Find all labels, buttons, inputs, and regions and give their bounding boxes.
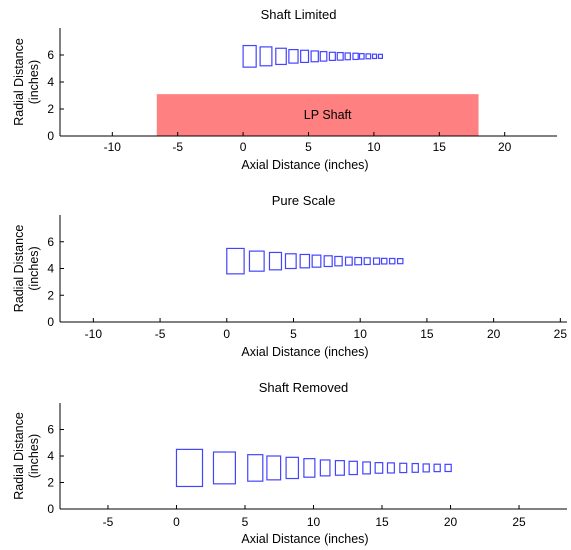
blade-stage-box <box>323 255 333 268</box>
blade-stage-box <box>348 460 358 476</box>
y-tick-label: 0 <box>47 315 54 329</box>
blade-stage-box <box>344 256 353 266</box>
x-tick-label: 20 <box>498 140 512 154</box>
x-axis-label: Axial Distance (inches) <box>241 158 368 172</box>
blade-stage-box <box>288 48 299 64</box>
y-axis-label-line1: Radial Distance <box>12 225 26 313</box>
blade-stage-box <box>365 53 372 60</box>
blade-stage-box <box>226 247 245 275</box>
x-tick-label: 5 <box>305 140 312 154</box>
y-tick-label: 6 <box>47 48 54 62</box>
blade-stage-box <box>319 459 331 477</box>
y-tick-label: 2 <box>47 102 54 116</box>
y-tick-label: 0 <box>47 502 54 516</box>
blade-stage-box <box>334 255 343 267</box>
x-tick-label: 5 <box>290 327 297 341</box>
x-tick-label: 0 <box>240 140 247 154</box>
x-tick-label: -10 <box>104 140 122 154</box>
blade-stage-box <box>352 52 359 61</box>
x-tick-label: 15 <box>433 140 447 154</box>
blade-stage-box <box>411 462 419 473</box>
x-tick-label: 15 <box>420 327 434 341</box>
y-tick-label: 6 <box>47 423 54 437</box>
x-tick-label: -5 <box>155 327 166 341</box>
blade-stage-box <box>310 50 319 63</box>
chart-title: Shaft Limited <box>261 7 337 22</box>
blade-stage-box <box>371 53 378 60</box>
lp-shaft-label: LP Shaft <box>304 108 352 122</box>
blade-stage-box <box>372 257 381 265</box>
blade-stage-box <box>248 250 265 272</box>
blade-stage-box <box>396 258 404 265</box>
blade-stage-box <box>284 253 297 270</box>
blade-stage-box <box>259 46 273 67</box>
y-tick-label: 4 <box>47 449 54 463</box>
y-tick-label: 2 <box>47 288 54 302</box>
y-axis-label-line2: (inches) <box>27 434 41 478</box>
blade-stage-box <box>433 463 441 473</box>
x-tick-label: 20 <box>487 327 501 341</box>
blade-stage-box <box>363 257 371 266</box>
y-tick-label: 0 <box>47 129 54 143</box>
blade-stage-box <box>285 456 300 480</box>
y-axis-label-line2: (inches) <box>27 60 41 104</box>
x-tick-label: -5 <box>103 515 114 529</box>
blade-stage-box <box>344 52 351 61</box>
x-tick-label: 5 <box>242 515 249 529</box>
blade-stage-box <box>275 47 287 66</box>
x-tick-label: 25 <box>554 327 568 341</box>
y-axis-label-line1: Radial Distance <box>12 412 26 500</box>
chart-title: Pure Scale <box>272 193 336 208</box>
x-tick-label: 0 <box>173 515 180 529</box>
lp-shaft-bar <box>156 94 479 136</box>
chart-title: Shaft Removed <box>259 380 349 395</box>
x-tick-label: 20 <box>444 515 458 529</box>
blade-stage-box <box>328 51 336 61</box>
x-tick-label: 0 <box>223 327 230 341</box>
blade-stage-box <box>212 451 236 485</box>
blade-stage-box <box>362 461 371 475</box>
x-axis-label: Axial Distance (inches) <box>241 532 368 546</box>
y-axis-label-line1: Radial Distance <box>12 38 26 126</box>
blade-stage-box <box>374 462 384 474</box>
blade-stage-box <box>175 448 204 488</box>
blade-stage-box <box>422 463 430 473</box>
y-tick-label: 2 <box>47 476 54 490</box>
blade-stage-box <box>266 455 282 481</box>
x-tick-label: 15 <box>375 515 389 529</box>
x-tick-label: -10 <box>85 327 103 341</box>
x-tick-label: 10 <box>354 327 368 341</box>
x-axis-label: Axial Distance (inches) <box>241 345 368 359</box>
blade-stage-box <box>300 49 310 64</box>
blade-stage-box <box>386 462 395 474</box>
blade-stage-box <box>303 458 316 478</box>
blade-stage-box <box>247 454 264 482</box>
blade-stage-box <box>299 253 311 269</box>
blade-stage-box <box>377 53 383 59</box>
y-tick-label: 4 <box>47 262 54 276</box>
x-tick-label: 25 <box>512 515 526 529</box>
y-tick-label: 6 <box>47 235 54 249</box>
y-tick-label: 4 <box>47 75 54 89</box>
blade-stage-box <box>388 257 396 265</box>
x-tick-label: -5 <box>172 140 183 154</box>
blade-stage-box <box>311 254 322 268</box>
blade-stage-box <box>380 257 388 265</box>
blade-stage-box <box>242 44 257 68</box>
blade-stage-box <box>319 51 328 62</box>
blade-stage-box <box>336 51 344 61</box>
blade-stage-box <box>358 53 365 60</box>
x-tick-label: 10 <box>367 140 381 154</box>
blade-stage-box <box>334 460 345 476</box>
x-tick-label: 10 <box>307 515 321 529</box>
blade-stage-box <box>399 462 408 474</box>
blade-stage-box <box>444 463 452 473</box>
y-axis-label-line2: (inches) <box>27 246 41 290</box>
blade-stage-box <box>268 251 283 271</box>
blade-stage-box <box>354 256 363 266</box>
